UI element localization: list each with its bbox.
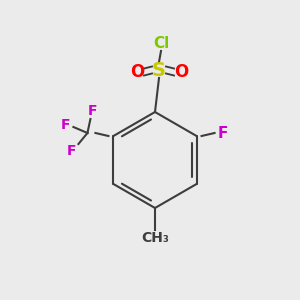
Text: F: F bbox=[218, 125, 228, 140]
Text: O: O bbox=[130, 63, 144, 81]
Text: CH₃: CH₃ bbox=[141, 231, 169, 245]
Text: Cl: Cl bbox=[153, 37, 169, 52]
Text: F: F bbox=[61, 118, 70, 132]
Text: O: O bbox=[174, 63, 188, 81]
Text: S: S bbox=[152, 61, 166, 80]
Text: F: F bbox=[67, 144, 76, 158]
Text: F: F bbox=[88, 104, 97, 118]
